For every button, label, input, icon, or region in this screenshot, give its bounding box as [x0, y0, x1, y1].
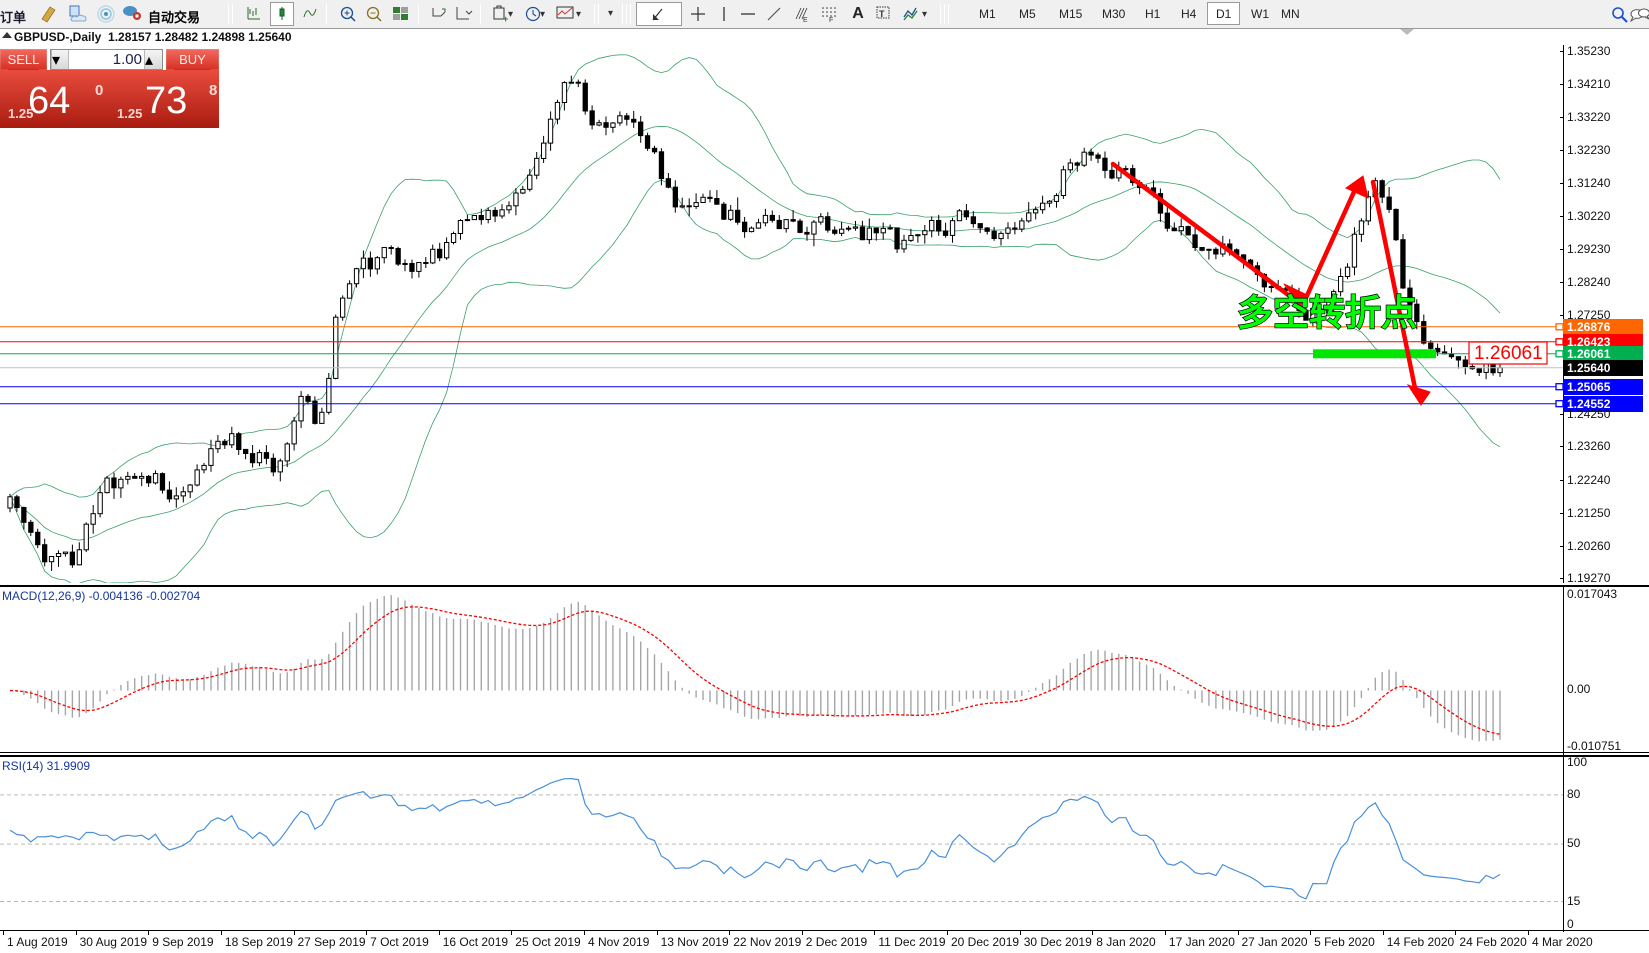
svg-text:F: F [829, 17, 833, 23]
svg-text:T: T [879, 9, 885, 19]
svg-text:E: E [803, 17, 808, 23]
